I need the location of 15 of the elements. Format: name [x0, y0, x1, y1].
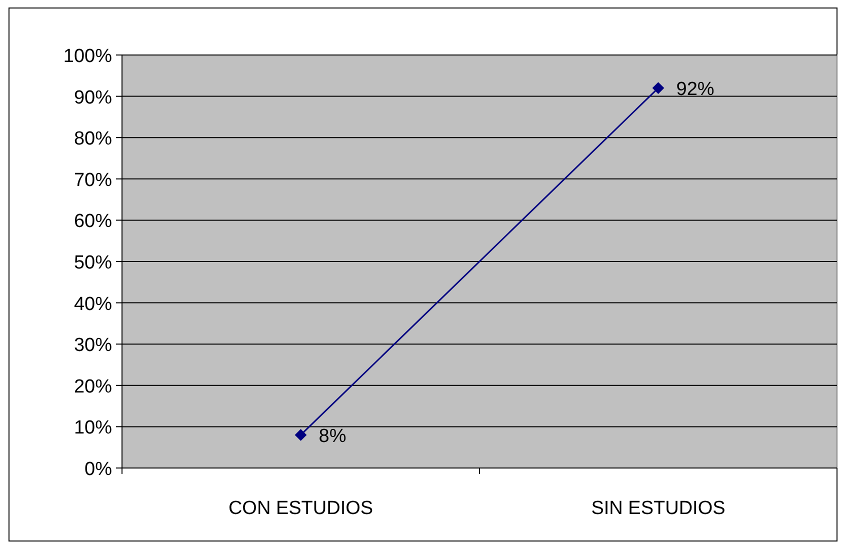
y-tick-label: 90% — [74, 87, 112, 108]
y-tick-label: 30% — [74, 335, 112, 356]
y-tick-label: 60% — [74, 211, 112, 232]
y-tick-label: 50% — [74, 252, 112, 274]
x-tick-label: CON ESTUDIOS — [228, 498, 374, 519]
y-tick-label: 100% — [63, 46, 112, 67]
data-label: 92% — [676, 79, 714, 100]
y-tick-label: 80% — [74, 128, 112, 150]
y-tick-label: 20% — [74, 376, 112, 398]
x-tick-label: SIN ESTUDIOS — [591, 498, 726, 519]
y-tick-label: 70% — [74, 170, 112, 191]
y-tick-label: 10% — [74, 418, 112, 439]
data-label: 8% — [318, 426, 346, 447]
y-tick-label: 0% — [84, 459, 112, 480]
y-tick-label: 40% — [74, 294, 112, 315]
